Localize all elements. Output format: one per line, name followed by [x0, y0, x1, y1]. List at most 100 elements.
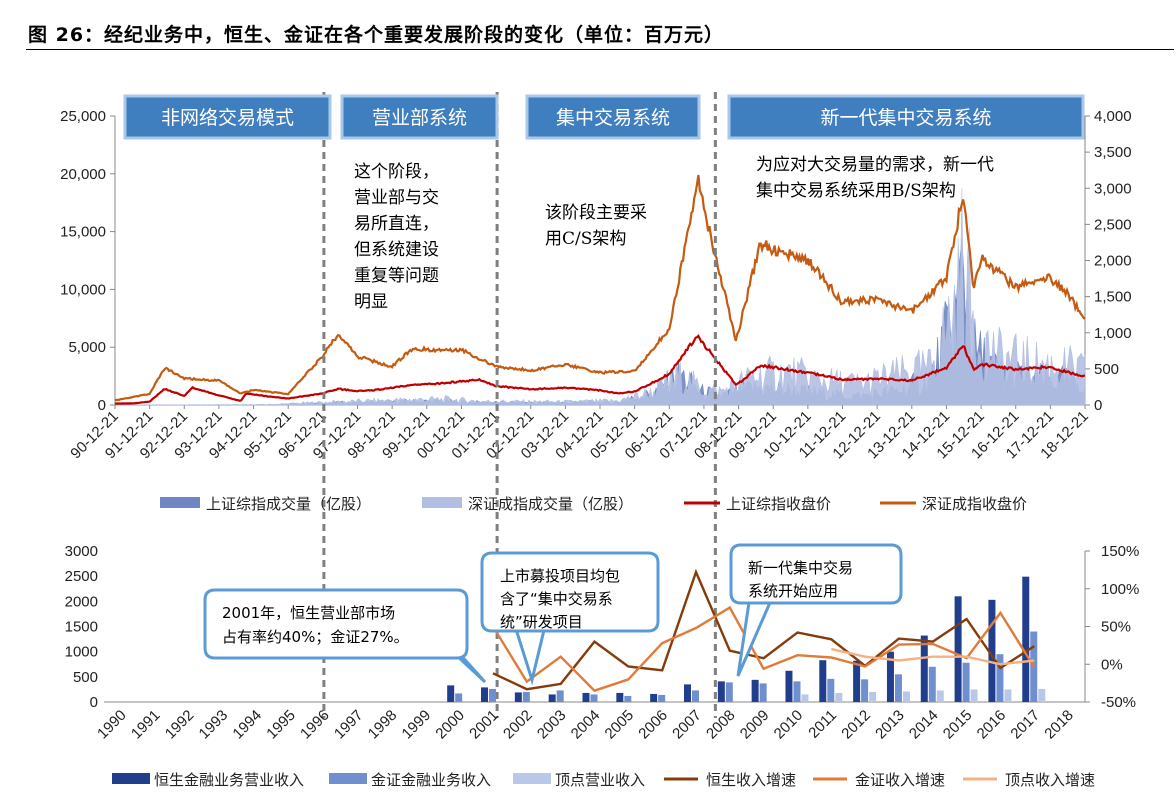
bottom-left-tick-label: 1500 — [65, 619, 98, 636]
revenue-bar — [481, 687, 489, 702]
top-legend-label: 上证综指收盘价 — [726, 495, 831, 513]
revenue-bar — [751, 679, 759, 702]
callout-text: 新一代集中交易 — [748, 559, 853, 577]
top-right-tick-label: 1,500 — [1094, 289, 1132, 306]
bottom-x-tick-label: 1994 — [229, 707, 265, 743]
callout-text: 上市募投项目均包 — [500, 567, 620, 585]
top-right-tick-label: 4,000 — [1094, 108, 1132, 125]
stage-header-label: 非网络交易模式 — [161, 107, 294, 129]
revenue-bar — [928, 666, 936, 702]
bottom-right-tick-label: 50% — [1101, 619, 1131, 636]
bottom-x-tick-label: 2009 — [737, 707, 773, 743]
bottom-x-tick-label: 2002 — [500, 707, 536, 743]
bottom-x-tick-label: 2011 — [805, 707, 840, 742]
top-right-tick-label: 2,000 — [1094, 253, 1132, 270]
revenue-bar — [658, 694, 666, 702]
revenue-bar — [835, 692, 843, 702]
bottom-right-tick-label: 0% — [1101, 656, 1123, 673]
revenue-bar — [894, 674, 902, 702]
bottom-x-tick-label: 2017 — [1007, 707, 1043, 743]
revenue-bar — [616, 692, 624, 702]
bottom-x-tick-label: 1992 — [162, 707, 198, 743]
stage-annotation-text: 营业部与交 — [354, 188, 439, 208]
revenue-bar — [582, 692, 590, 702]
revenue-bar — [556, 690, 564, 702]
revenue-bar — [1004, 689, 1012, 702]
bottom-x-tick-label: 2007 — [669, 707, 705, 743]
bottom-legend-swatch — [112, 773, 150, 784]
revenue-bar — [793, 681, 801, 702]
revenue-bar — [522, 691, 530, 702]
growth-line-1 — [491, 605, 1036, 693]
top-right-tick-label: 0 — [1094, 397, 1102, 414]
revenue-bar — [954, 596, 962, 702]
growth-line-2 — [831, 647, 1035, 666]
figure-title: 图 26：经纪业务中，恒生、金证在各个重要发展阶段的变化（单位：百万元） — [28, 24, 725, 46]
revenue-bar — [447, 685, 455, 702]
callout-text: 系统开始应用 — [748, 582, 838, 600]
revenue-bar — [489, 688, 497, 702]
growth-line-0 — [492, 568, 1035, 691]
bottom-x-tick-label: 2006 — [635, 707, 671, 743]
top-legend-swatch — [422, 497, 462, 508]
top-left-tick-label: 0 — [98, 397, 106, 414]
top-right-tick-label: 2,500 — [1094, 216, 1132, 233]
top-left-tick-label: 10,000 — [60, 281, 106, 298]
bottom-legend-label: 恒生金融业务营业收入 — [154, 771, 304, 789]
revenue-bar — [725, 682, 733, 702]
bottom-left-tick-label: 500 — [73, 669, 98, 686]
bottom-x-tick-label: 2015 — [940, 707, 976, 743]
top-legend-swatch — [160, 497, 200, 508]
bottom-right-tick-label: 100% — [1101, 581, 1139, 598]
top-legend-label: 上证综指成交量（亿股） — [206, 495, 371, 513]
bottom-x-tick-label: 2004 — [568, 707, 604, 743]
bottom-left-tick-label: 2000 — [65, 593, 98, 610]
callout-box — [480, 551, 660, 633]
bottom-x-tick-label: 2001 — [466, 707, 502, 743]
bottom-legend-label: 恒生收入增速 — [706, 771, 796, 789]
stage-annotation-text: 但系统建设 — [354, 240, 439, 260]
revenue-bar — [1022, 576, 1030, 702]
index-line-3 — [114, 174, 1086, 402]
revenue-bar — [970, 689, 978, 702]
revenue-bar — [514, 692, 522, 702]
stage-header-box — [525, 94, 701, 140]
top-right-tick-label: 500 — [1094, 361, 1119, 378]
revenue-bar — [902, 691, 910, 702]
index-line-2 — [114, 334, 1085, 405]
revenue-bar — [624, 695, 632, 702]
revenue-bar — [717, 681, 725, 702]
bottom-legend-label: 顶点收入增速 — [1005, 771, 1095, 789]
revenue-bar — [455, 693, 463, 702]
revenue-bar — [785, 670, 793, 702]
revenue-bar — [827, 678, 835, 702]
bottom-x-tick-label: 1996 — [297, 707, 333, 743]
bottom-right-tick-label: -50% — [1101, 694, 1136, 711]
bottom-x-tick-label: 2014 — [906, 707, 942, 743]
bottom-x-tick-label: 2013 — [872, 707, 908, 743]
revenue-bar — [548, 694, 556, 702]
bottom-x-tick-label: 2018 — [1041, 707, 1077, 743]
bottom-x-tick-label: 1995 — [263, 707, 299, 743]
revenue-bar — [801, 694, 809, 702]
top-left-tick-label: 20,000 — [60, 166, 106, 183]
revenue-bar — [819, 660, 827, 702]
stage-annotation-text: 重复等问题 — [354, 266, 439, 286]
bottom-x-tick-label: 2005 — [602, 707, 638, 743]
bottom-legend-label: 金证收入增速 — [855, 771, 945, 789]
bottom-legend-label: 金证金融业务收入 — [371, 771, 491, 789]
stage-header-label: 新一代集中交易系统 — [820, 107, 991, 129]
bottom-x-tick-label: 1993 — [196, 707, 232, 743]
bottom-left-tick-label: 2500 — [65, 568, 98, 585]
stage-header-label: 集中交易系统 — [556, 107, 670, 129]
callout-text: 含了“集中交易系 — [500, 590, 613, 608]
callout-text: 统”研发项目 — [500, 613, 583, 631]
stage-annotation-text: 用C/S架构 — [545, 229, 626, 249]
stage-header-box — [123, 94, 332, 140]
callout-text: 占有率约40%；金证27%。 — [222, 628, 409, 646]
revenue-bar — [996, 654, 1004, 702]
revenue-bar — [853, 660, 861, 702]
